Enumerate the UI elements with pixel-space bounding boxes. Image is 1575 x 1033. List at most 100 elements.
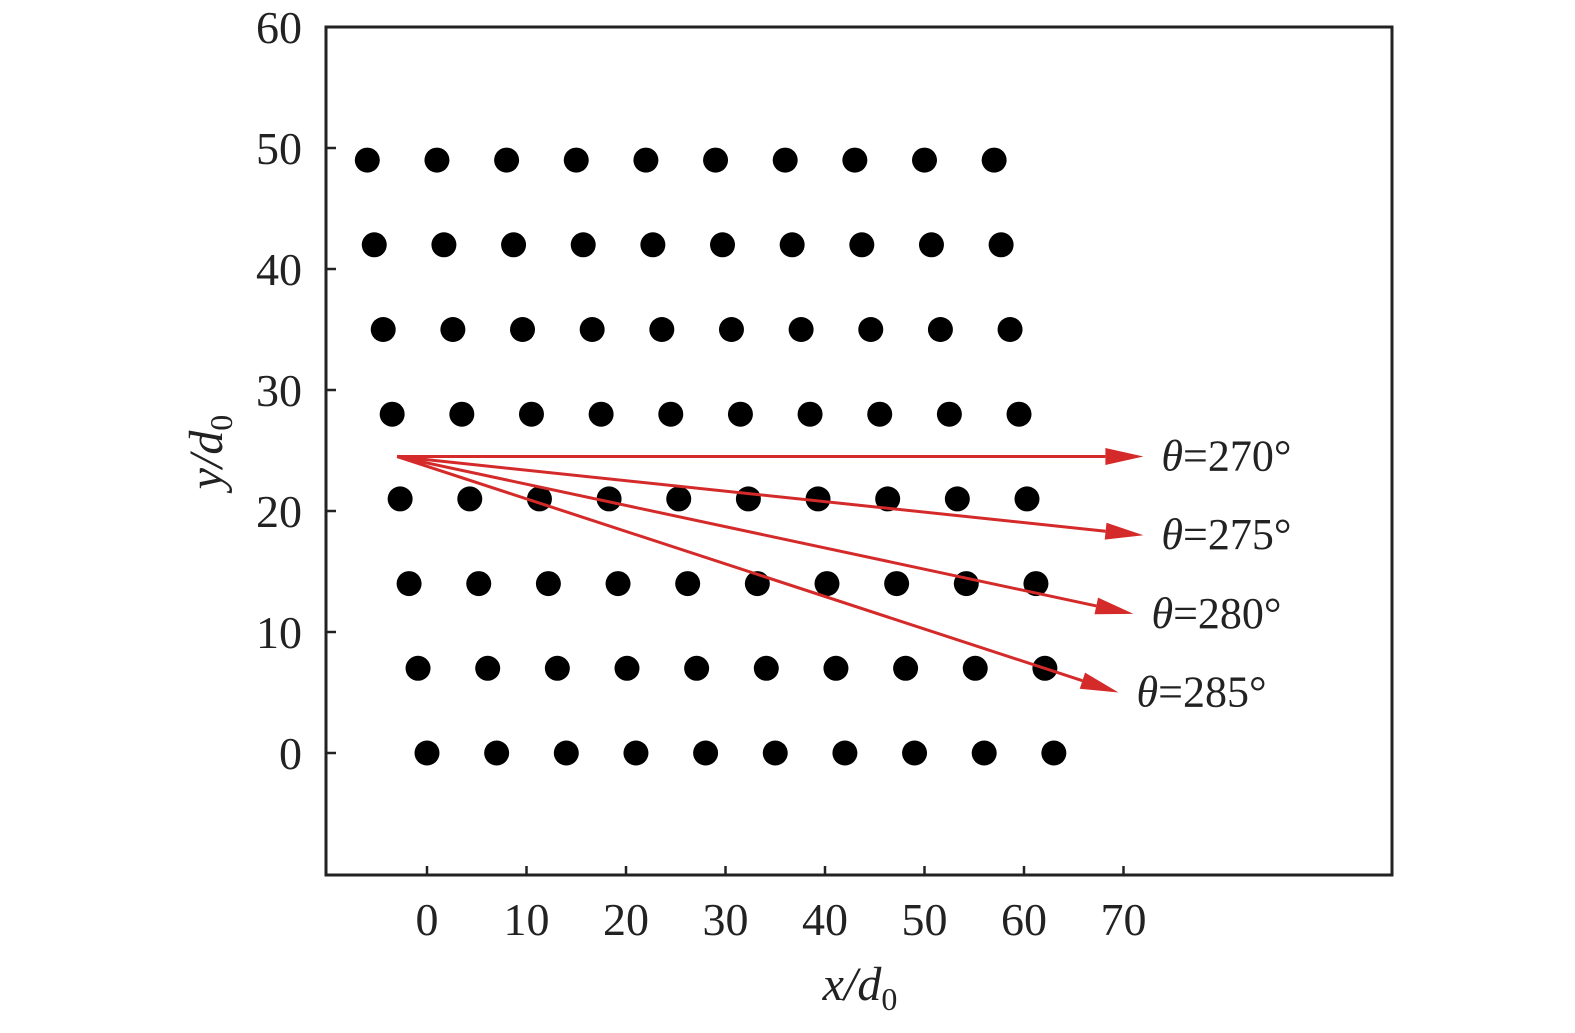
hole-dot: [832, 740, 858, 766]
hole-dot: [623, 740, 649, 766]
hole-dot: [501, 232, 527, 258]
hole-dot: [675, 571, 701, 597]
hole-dot: [431, 232, 457, 258]
hole-dot: [936, 401, 962, 427]
hole-dot: [588, 401, 614, 427]
hole-dot: [475, 655, 501, 681]
arrow-label: θ=275°: [1161, 510, 1291, 559]
arrow-head: [1079, 672, 1119, 693]
hole-dot: [387, 486, 413, 512]
hole-dot: [396, 571, 422, 597]
arrow-group: θ=270° θ=275° θ=280° θ=285°: [396, 432, 1291, 717]
hole-dot: [535, 571, 561, 597]
arrow-head: [1105, 448, 1144, 466]
arrow-label: θ=280°: [1151, 589, 1281, 638]
hole-dot: [405, 655, 431, 681]
hole-dot: [370, 317, 396, 342]
hole-dot: [893, 655, 919, 681]
y-axis-label: y/d0: [180, 415, 239, 495]
hole-dot: [693, 740, 719, 766]
hole-dot: [570, 232, 596, 258]
hole-dot: [902, 740, 928, 766]
hole-dot: [981, 147, 1007, 173]
x-axis-label: x/d0: [822, 958, 898, 1017]
hole-dot: [912, 147, 937, 173]
hole-dot: [361, 232, 387, 258]
hole-dot: [1014, 486, 1040, 512]
hole-dot: [867, 401, 893, 427]
arrow-label: θ=270°: [1161, 432, 1291, 481]
hole-dot: [614, 655, 640, 681]
hole-dot: [997, 317, 1023, 342]
x-tick-label: 50: [902, 894, 948, 945]
hole-dot: [779, 232, 805, 258]
hole-dot: [1041, 740, 1067, 766]
hole-dot: [927, 317, 953, 342]
y-tick-label: 40: [256, 244, 302, 295]
plot-frame: [324, 25, 1394, 877]
arrow-head: [1104, 522, 1144, 540]
hole-dot: [849, 232, 875, 258]
y-tick-label: 60: [256, 2, 302, 53]
x-tick-label: 70: [1101, 894, 1147, 945]
y-tick-label: 50: [256, 123, 302, 174]
hole-dot: [971, 740, 997, 766]
hole-dot: [633, 147, 659, 173]
hole-dot: [518, 401, 544, 427]
hole-dot: [858, 317, 884, 342]
hole-dot: [703, 147, 729, 173]
hole-dot: [440, 317, 466, 342]
x-tick-label: 40: [802, 894, 848, 945]
hole-dot: [710, 232, 736, 258]
hole-dot: [563, 147, 589, 173]
hole-dot: [649, 317, 675, 342]
hole-dot: [1023, 571, 1049, 597]
hole-dot: [666, 486, 692, 512]
x-tick-label: 30: [703, 894, 749, 945]
hole-dot: [605, 571, 631, 597]
hole-dot: [466, 571, 492, 597]
hole-dot: [772, 147, 798, 173]
hole-dot: [484, 740, 510, 766]
x-tick-label: 10: [504, 894, 550, 945]
hole-dot: [640, 232, 666, 258]
hole-dot: [805, 486, 831, 512]
y-axis-ticks: 0 10 20 30 40 50 60: [256, 2, 336, 779]
hole-dot: [788, 317, 814, 342]
hole-dot: [354, 147, 380, 173]
y-tick-label: 10: [256, 607, 302, 658]
hole-dot: [944, 486, 970, 512]
hole-dot: [414, 740, 440, 766]
y-tick-label: 0: [279, 728, 302, 779]
x-tick-label: 60: [1001, 894, 1047, 945]
y-tick-label: 20: [256, 486, 302, 537]
hole-dot: [814, 571, 840, 597]
hole-dot: [988, 232, 1014, 258]
hole-dot: [753, 655, 779, 681]
hole-dot: [797, 401, 823, 427]
hole-dot: [884, 571, 910, 597]
hole-dot: [735, 486, 761, 512]
hole-dot: [842, 147, 868, 173]
hole-dot: [1006, 401, 1032, 427]
arrow-head: [1094, 597, 1134, 615]
hole-dot: [596, 486, 622, 512]
hole-dot: [579, 317, 605, 342]
hole-dot: [449, 401, 475, 427]
hole-dot: [918, 232, 944, 258]
hole-dot: [823, 655, 849, 681]
x-axis-ticks: 0 10 20 30 40 50 60 70: [416, 866, 1147, 945]
hole-dot: [379, 401, 405, 427]
x-tick-label: 0: [416, 894, 439, 945]
hole-dot: [424, 147, 450, 173]
hole-array: [354, 147, 1067, 766]
hole-dot: [457, 486, 483, 512]
hole-dot: [718, 317, 744, 342]
hole-dot: [727, 401, 753, 427]
hole-dot: [494, 147, 520, 173]
hole-dot: [544, 655, 570, 681]
hole-dot: [762, 740, 788, 766]
hole-dot: [553, 740, 579, 766]
y-tick-label: 30: [256, 365, 302, 416]
